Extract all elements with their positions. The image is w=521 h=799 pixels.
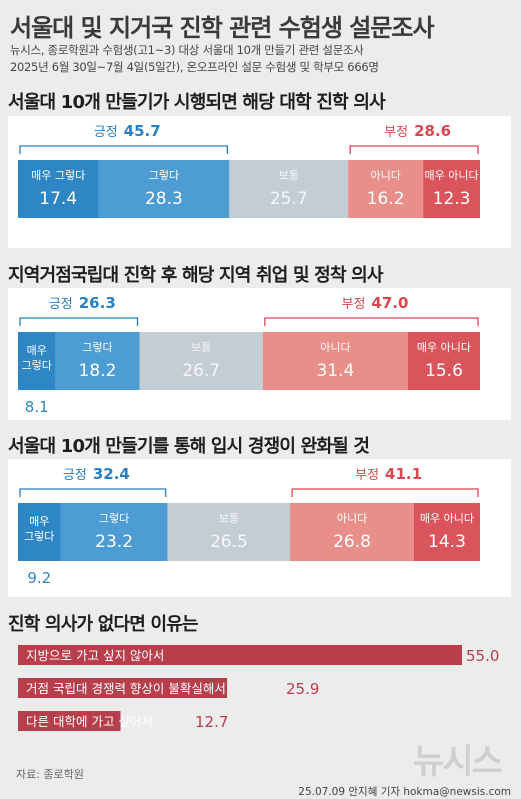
- credit-line: 25.07.09 안지혜 기자 hokma@newsis.com: [298, 786, 511, 798]
- reason-label-2: 거점 국립대 경쟁력 향상이 불확실해서: [26, 681, 226, 696]
- chart2-value-label-yes: 18.2: [79, 361, 117, 381]
- chart2-bar-very-yes: [18, 332, 56, 390]
- chart2-value-label-neutral: 26.7: [182, 361, 220, 381]
- chart1-title: 서울대 10개 만들기가 시행되면 해당 대학 진학 의사: [8, 92, 386, 113]
- chart2-bar-very-no: [407, 332, 480, 390]
- page-title: 서울대 및 지거국 진학 관련 수험생 설문조사: [10, 14, 435, 42]
- chart1-negative-bracket: [349, 145, 479, 154]
- chart2-negative-bracket: [264, 317, 479, 326]
- chart1-cat-label-no: 아니다: [370, 169, 400, 182]
- chart1-positive-bracket: [19, 145, 228, 154]
- chart4-title: 진학 의사가 없다면 이유는: [8, 614, 199, 635]
- chart2-title: 지역거점국립대 진학 후 해당 지역 취업 및 정착 의사: [8, 265, 384, 286]
- chart1-value-label-very-no: 12.3: [433, 189, 471, 209]
- chart3-panel: 매우 그렇다 9.2 그렇다 23.2 보통 26.5 아니다 26.8 매우 아니다 14.3 긍정…: [8, 459, 511, 597]
- chart1-cat-label-very-yes: 매우 그렇다: [31, 169, 85, 182]
- chart1-value-label-neutral: 25.7: [270, 189, 308, 209]
- chart1-value-label-yes: 28.3: [145, 189, 183, 209]
- reason-bar-3: [18, 711, 121, 731]
- chart3-negative-bracket: [291, 488, 479, 497]
- chart1-cat-label-very-no: 매우 아니다: [425, 169, 479, 182]
- reason-bar-2: [18, 678, 228, 698]
- newsis-logo: 뉴시스: [413, 742, 503, 782]
- chart2-bar-yes: [55, 332, 140, 390]
- chart3-positive-label: 긍정: [63, 468, 87, 483]
- chart3-bar-very-yes: [18, 503, 61, 561]
- chart3-cat-label-very-yes-line2: 그렇다: [24, 530, 54, 543]
- chart2-value-label-very-no: 15.6: [425, 361, 463, 381]
- chart3-value-label-yes: 23.2: [95, 532, 133, 552]
- chart2-value-label-very-yes: 8.1: [25, 398, 49, 416]
- chart3-negative-label: 부정: [355, 468, 379, 483]
- chart3-value-label-neutral: 26.5: [210, 532, 248, 552]
- chart1-bar-yes: [98, 160, 230, 218]
- chart2-positive-label: 긍정: [49, 297, 73, 312]
- chart3-bar-neutral: [167, 503, 291, 561]
- chart3-value-label-very-yes: 9.2: [27, 569, 51, 587]
- chart1-cat-label-yes: 그렇다: [149, 169, 179, 182]
- chart1-value-label-very-yes: 17.4: [39, 189, 77, 209]
- chart3-negative-value: 41.1: [385, 465, 422, 483]
- chart2-value-label-no: 31.4: [316, 361, 354, 381]
- chart1-bar-no: [348, 160, 424, 218]
- chart3-bar-no: [290, 503, 414, 561]
- chart4-svg: 지방으로 가고 싶지 않아서 55.0 거점 국립대 경쟁력 향상이 불확실해서 25…: [18, 645, 499, 731]
- chart2-panel: 매우 그렇다 8.1 그렇다 18.2 보통 26.7 아니다 31.4 매우 아니다 15.6 긍정…: [8, 288, 511, 420]
- reason-bar-1: [18, 645, 462, 665]
- subtitle-line-1: 뉴시스, 종로학원과 수험생(고1~3) 대상 서울대 10개 만들기 관련 설…: [10, 43, 364, 57]
- chart3-cat-label-very-no: 매우 아니다: [420, 512, 474, 525]
- chart2-positive-value: 26.3: [79, 294, 116, 312]
- chart1-value-label-no: 16.2: [367, 189, 405, 209]
- source-note: 자료: 종로학원: [16, 768, 84, 781]
- chart2-bar-neutral: [139, 332, 263, 390]
- chart2-cat-label-very-yes-line1: 매우: [27, 344, 47, 357]
- chart3-cat-label-yes: 그렇다: [99, 512, 129, 525]
- chart3-cat-label-very-yes-line1: 매우: [29, 515, 49, 528]
- chart1-cat-label-neutral: 보통: [279, 169, 299, 182]
- chart3-positive-value: 32.4: [93, 465, 130, 483]
- chart1-bar-very-yes: [18, 160, 99, 218]
- chart3-value-label-no: 26.8: [333, 532, 371, 552]
- chart1-bar-neutral: [229, 160, 349, 218]
- chart1-panel: 매우 그렇다 17.4 그렇다 28.3 보통 25.7 아니다 16.2 매우 아니다 12.3…: [8, 116, 511, 248]
- chart2-cat-label-yes: 그렇다: [82, 341, 112, 354]
- chart2-cat-label-no: 아니다: [320, 341, 350, 354]
- chart2-bar-no: [262, 332, 408, 390]
- reason-value-2: 25.9: [286, 680, 319, 698]
- chart2-negative-label: 부정: [342, 297, 366, 312]
- chart2-cat-label-very-yes-line2: 그렇다: [22, 359, 52, 372]
- reason-value-3: 12.7: [195, 713, 228, 731]
- chart2-cat-label-neutral: 보통: [191, 341, 211, 354]
- reason-label-3: 다른 대학에 가고 싶어서: [26, 714, 153, 729]
- chart3-cat-label-no: 아니다: [337, 512, 367, 525]
- chart2-negative-value: 47.0: [371, 294, 408, 312]
- chart1-negative-value: 28.6: [414, 122, 451, 140]
- chart3-bar-very-no: [413, 503, 480, 561]
- chart3-cat-label-neutral: 보통: [219, 512, 239, 525]
- chart3-bar-yes: [60, 503, 168, 561]
- chart1-positive-label: 긍정: [94, 125, 118, 140]
- chart3-positive-bracket: [19, 488, 167, 497]
- chart1-positive-value: 45.7: [124, 122, 161, 140]
- subtitle-line-2: 2025년 6월 30일~7월 4일(5일간), 온오프라인 설문 수험생 및 …: [10, 60, 379, 74]
- chart1-svg: 매우 그렇다 17.4 그렇다 28.3 보통 25.7 아니다 16.2 매우 아니다 12.3…: [18, 122, 480, 218]
- reason-label-1: 지방으로 가고 싶지 않아서: [26, 648, 164, 663]
- chart3-value-label-very-no: 14.3: [428, 532, 466, 552]
- chart1-negative-label: 부정: [384, 125, 408, 140]
- chart2-positive-bracket: [19, 317, 139, 326]
- chart1-bar-very-no: [423, 160, 480, 218]
- chart3-title: 서울대 10개 만들기를 통해 입시 경쟁이 완화될 것: [8, 436, 370, 457]
- reason-value-1: 55.0: [466, 647, 499, 665]
- chart2-cat-label-very-no: 매우 아니다: [417, 341, 471, 354]
